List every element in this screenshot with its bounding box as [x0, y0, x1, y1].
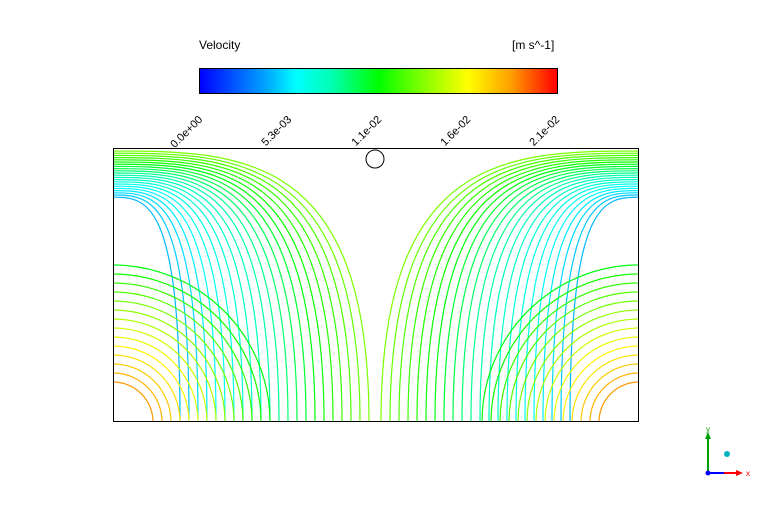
streamline — [113, 181, 244, 423]
streamline — [113, 152, 361, 423]
streamline — [113, 318, 217, 423]
x-arrowhead-icon — [736, 470, 743, 476]
streamline — [113, 327, 208, 423]
streamline — [113, 170, 289, 423]
streamline — [416, 159, 639, 423]
streamline — [113, 381, 154, 423]
x-axis-label: x — [746, 469, 750, 478]
streamline — [517, 300, 639, 423]
streamline — [113, 192, 199, 423]
streamline — [113, 372, 163, 423]
streamline — [398, 154, 639, 423]
streamline — [490, 273, 639, 423]
streamline — [380, 150, 639, 423]
streamline — [113, 187, 217, 423]
streamline — [479, 174, 639, 423]
streamline — [113, 264, 271, 423]
streamline — [515, 183, 639, 423]
streamline — [506, 181, 639, 423]
streamline — [113, 194, 190, 423]
streamline — [113, 172, 280, 423]
streamline — [113, 157, 343, 423]
streamline — [533, 187, 639, 423]
streamline — [562, 345, 639, 423]
z-axis-dot-icon — [705, 470, 711, 476]
view-sphere-icon — [724, 451, 730, 457]
streamline — [113, 174, 271, 423]
streamline — [113, 159, 334, 423]
streamline — [113, 363, 172, 423]
streamline — [407, 157, 639, 423]
streamline — [544, 327, 639, 423]
axis-triad: y x — [705, 425, 750, 478]
streamline — [526, 309, 639, 423]
streamline — [497, 179, 639, 423]
streamline-plot[interactable] — [113, 148, 639, 423]
streamline — [113, 176, 262, 423]
streamline — [524, 185, 639, 423]
streamline — [589, 372, 639, 423]
inlet-circle — [365, 149, 385, 169]
streamline — [470, 172, 639, 423]
streamline — [113, 161, 325, 423]
streamline — [553, 336, 639, 423]
streamline — [113, 185, 226, 423]
legend-title: Velocity — [199, 38, 241, 52]
streamline — [113, 300, 235, 423]
streamline — [113, 168, 298, 423]
legend-unit: [m s^-1] — [512, 38, 555, 52]
colorbar-ticks: 0.0e+00 5.3e-03 1.1e-02 1.6e-02 2.1e-02 — [0, 0, 768, 151]
streamline — [113, 345, 190, 423]
streamlines — [113, 150, 639, 423]
streamline — [560, 194, 639, 423]
streamline — [580, 363, 639, 423]
streamline — [461, 170, 639, 423]
streamline — [569, 196, 639, 423]
streamline — [113, 291, 244, 423]
streamline — [113, 282, 253, 423]
streamline — [488, 176, 639, 423]
streamline — [425, 161, 639, 423]
streamline — [452, 168, 639, 423]
streamline — [481, 264, 639, 423]
streamline — [113, 273, 262, 423]
colorbar — [199, 68, 558, 94]
streamline — [443, 165, 639, 423]
streamline — [113, 354, 181, 423]
y-arrowhead-icon — [705, 432, 711, 439]
streamline — [571, 354, 639, 423]
streamline — [113, 163, 316, 423]
streamline — [113, 309, 226, 423]
streamline — [535, 318, 639, 423]
streamline — [598, 381, 639, 423]
streamline — [113, 154, 352, 423]
streamline — [508, 291, 639, 423]
streamline — [434, 163, 639, 423]
streamline — [113, 336, 199, 423]
domain-border — [113, 148, 639, 422]
streamline — [113, 183, 235, 423]
streamline — [113, 150, 370, 423]
streamline — [113, 179, 253, 423]
streamline — [389, 152, 639, 423]
streamline — [499, 282, 639, 423]
streamline — [113, 190, 208, 423]
y-axis-label: y — [706, 425, 710, 434]
streamline — [542, 190, 639, 423]
streamline — [551, 192, 639, 423]
streamline — [113, 165, 307, 423]
streamline — [113, 196, 181, 423]
